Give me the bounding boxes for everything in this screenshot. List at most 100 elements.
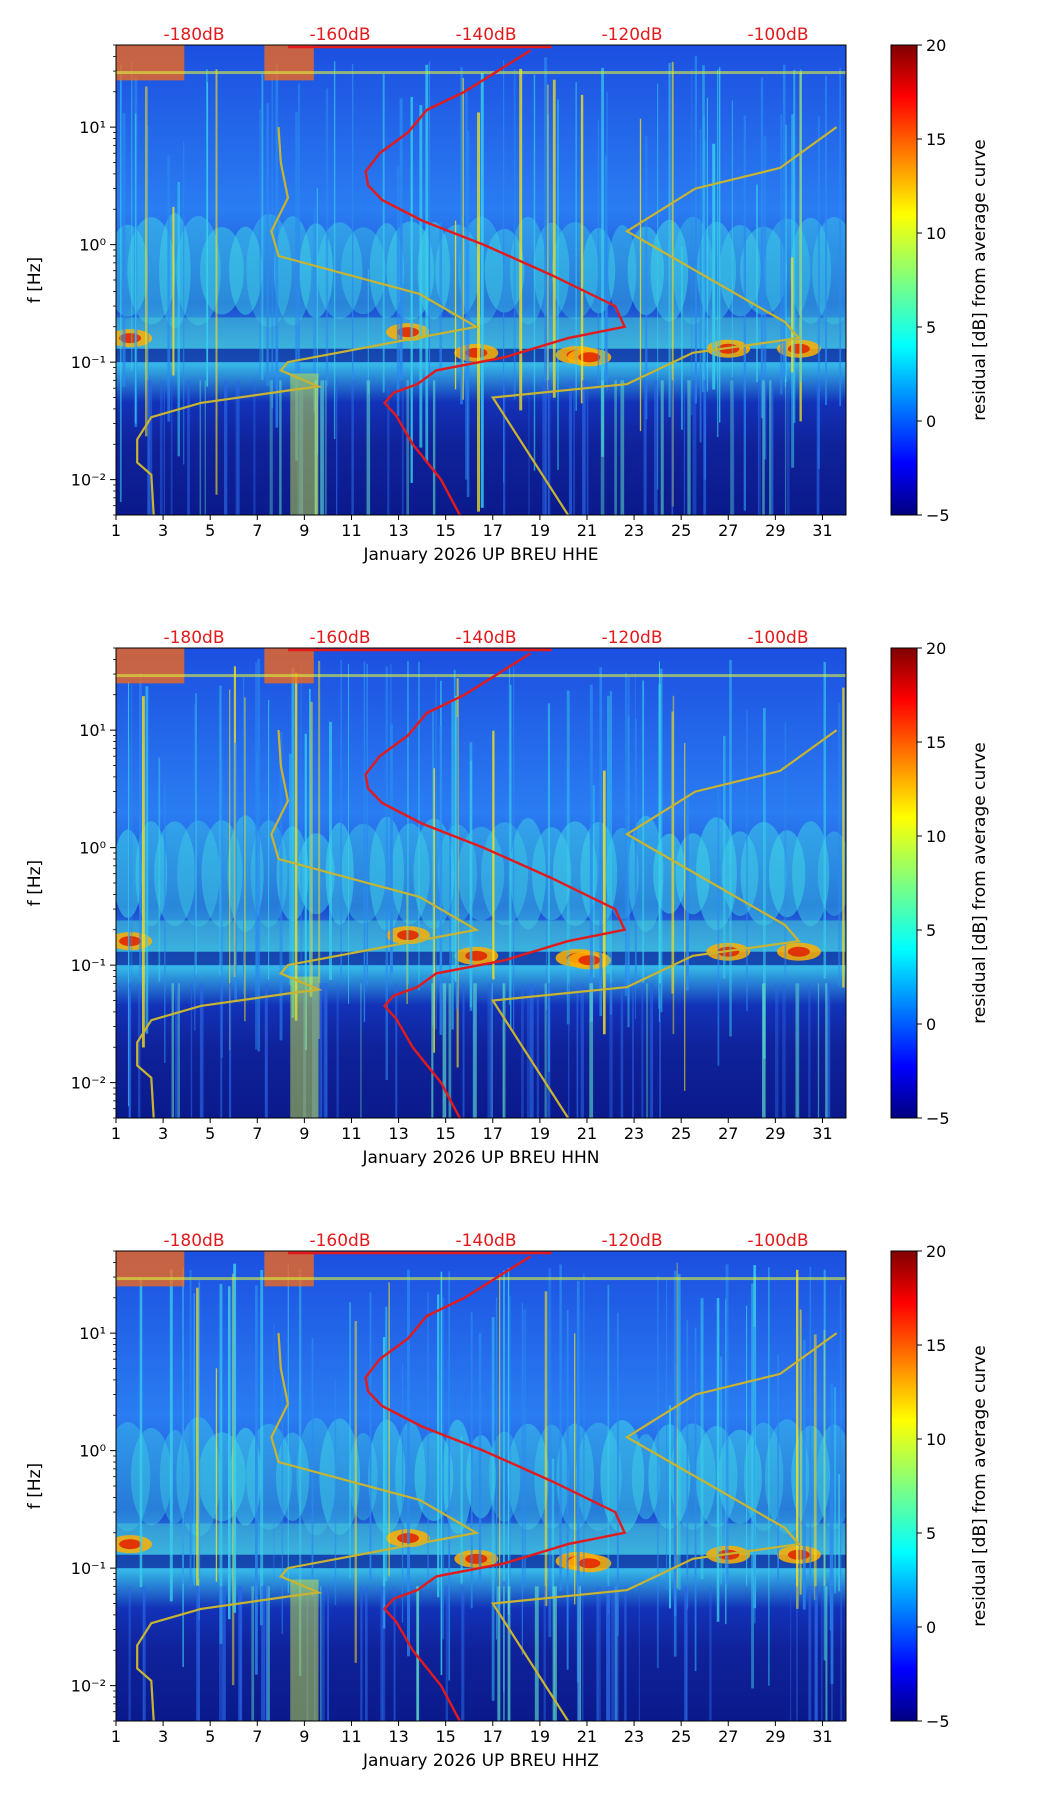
lowfreq-streak <box>239 1586 243 1721</box>
noise-blob <box>580 821 618 926</box>
lowfreq-streak <box>582 380 586 515</box>
x-tick-label: 21 <box>577 1727 597 1746</box>
transient-streak <box>243 677 245 995</box>
transient-streak <box>544 1291 548 1607</box>
transient-streak <box>279 731 283 1041</box>
lowfreq-streak <box>445 1586 449 1721</box>
lowfreq-streak <box>264 983 268 1118</box>
transient-streak <box>181 1272 184 1584</box>
transient-streak <box>325 88 329 386</box>
transient-streak <box>388 1282 390 1577</box>
noise-blob <box>812 217 846 325</box>
lowfreq-streak <box>393 1586 396 1721</box>
lowfreq-streak <box>128 983 132 1118</box>
transient-streak <box>382 1336 386 1629</box>
lowfreq-streak <box>577 1586 582 1721</box>
y-tick-label: 10⁻² <box>71 471 106 490</box>
noise-blob <box>719 224 761 317</box>
x-tick-label: 9 <box>299 521 309 540</box>
lowfreq-streak <box>320 1586 322 1721</box>
transient-streak <box>291 668 295 1018</box>
noise-blob <box>605 827 639 920</box>
transient-streak <box>275 63 279 428</box>
colorbar-tick-label: 0 <box>926 412 936 431</box>
lowfreq-streak <box>236 380 240 515</box>
lowfreq-streak <box>220 983 223 1118</box>
lowfreq-streak <box>692 380 697 515</box>
transient-streak <box>838 1474 840 1592</box>
lowfreq-streak <box>502 983 506 1118</box>
db-scale-label: -120dB <box>601 25 662 45</box>
transient-streak <box>785 124 787 383</box>
spectrogram-image <box>116 648 846 1118</box>
transient-streak <box>547 703 551 1072</box>
bright-column <box>290 373 319 515</box>
transient-streak <box>334 1380 337 1606</box>
transient-streak <box>784 721 787 978</box>
x-tick-label: 5 <box>205 1727 215 1746</box>
median-psd-line <box>364 49 627 515</box>
lowfreq-streak <box>219 1586 223 1721</box>
transient-streak <box>552 79 556 398</box>
lowfreq-streak <box>840 1586 842 1721</box>
transient-streak <box>666 1278 668 1591</box>
transient-streak <box>686 1320 689 1609</box>
chart-panel-hhz: 1 3 5 7 9 11 13 15 17 19 21 23 25 27 29 3110⁻²10⁻¹10⁰10… <box>25 1231 990 1771</box>
x-tick-label: 21 <box>577 1124 597 1143</box>
transient-streak <box>627 676 630 1003</box>
transient-streak <box>268 699 270 980</box>
hf-noise-band <box>116 1251 185 1287</box>
x-tick-label: 15 <box>435 521 455 540</box>
transient-streak <box>823 661 826 979</box>
transient-streak <box>725 1264 729 1585</box>
lowfreq-streak <box>190 983 193 1118</box>
noise-blob <box>176 215 221 326</box>
x-tick-label: 9 <box>299 1124 309 1143</box>
transient-streak <box>791 257 794 373</box>
transient-streak <box>777 1354 779 1582</box>
transient-streak <box>390 664 392 985</box>
lowfreq-streak <box>526 983 530 1118</box>
x-tick-label: 5 <box>205 521 215 540</box>
lowfreq-streak <box>671 380 674 515</box>
x-tick-label: 27 <box>718 1124 738 1143</box>
transient-streak <box>694 1327 697 1672</box>
transient-streak <box>763 136 767 460</box>
median-psd-line <box>364 1255 627 1721</box>
x-tick-label: 31 <box>812 1124 832 1143</box>
lowfreq-streak <box>552 1586 556 1721</box>
lowfreq-streak <box>534 1586 539 1721</box>
colorbar-label: residual [dB] from average curve <box>970 139 990 420</box>
transient-streak <box>206 82 209 387</box>
lowfreq-streak <box>416 1586 419 1721</box>
x-tick-label: 29 <box>765 521 785 540</box>
transient-streak <box>465 91 468 480</box>
transient-streak <box>557 99 559 470</box>
transient-streak <box>295 111 298 461</box>
transient-streak <box>407 661 409 985</box>
colorbar-tick-label: 10 <box>926 827 946 846</box>
transient-streak <box>566 690 570 1025</box>
x-tick-label: 21 <box>577 521 597 540</box>
lowfreq-streak <box>147 380 150 515</box>
lowfreq-streak <box>786 380 790 515</box>
lowfreq-streak <box>620 380 625 515</box>
lowfreq-streak <box>796 983 799 1118</box>
transient-streak <box>722 735 726 979</box>
transient-streak <box>830 1383 834 1685</box>
noise-blob <box>628 815 664 932</box>
lowfreq-streak <box>808 1586 812 1721</box>
noise-model-low-line <box>136 730 480 1118</box>
lowfreq-streak <box>821 1586 823 1721</box>
lowfreq-streak <box>825 1586 827 1721</box>
colorbar-label: residual [dB] from average curve <box>970 1345 990 1626</box>
transient-streak <box>219 1283 223 1645</box>
x-tick-label: 17 <box>483 1727 503 1746</box>
lowfreq-streak <box>687 380 691 515</box>
x-tick-label: 7 <box>252 521 262 540</box>
transient-streak <box>616 1312 619 1637</box>
lowfreq-streak <box>261 1586 266 1721</box>
transient-streak <box>607 695 610 974</box>
transient-streak <box>316 188 318 455</box>
colorbar-tick-label: 0 <box>926 1015 936 1034</box>
